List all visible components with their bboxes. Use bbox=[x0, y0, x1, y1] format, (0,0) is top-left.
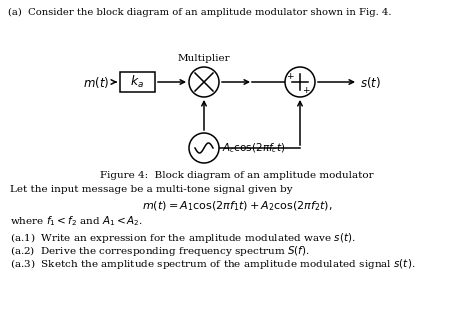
Text: Figure 4:  Block diagram of an amplitude modulator: Figure 4: Block diagram of an amplitude … bbox=[100, 171, 374, 180]
Text: (a.2)  Derive the corresponding frequency spectrum $S(f)$.: (a.2) Derive the corresponding frequency… bbox=[10, 244, 310, 258]
Text: +: + bbox=[302, 86, 310, 95]
Text: $k_a$: $k_a$ bbox=[130, 74, 145, 90]
FancyBboxPatch shape bbox=[120, 72, 155, 92]
Text: $m(t) = A_1 \cos(2\pi f_1 t) + A_2 \cos(2\pi f_2 t),$: $m(t) = A_1 \cos(2\pi f_1 t) + A_2 \cos(… bbox=[142, 199, 332, 213]
Text: Let the input message be a multi-tone signal given by: Let the input message be a multi-tone si… bbox=[10, 185, 292, 194]
Text: $A_c \cos(2\pi f_c t)$: $A_c \cos(2\pi f_c t)$ bbox=[222, 141, 285, 155]
Circle shape bbox=[285, 67, 315, 97]
Text: $s(t)$: $s(t)$ bbox=[360, 74, 381, 89]
Text: Multiplier: Multiplier bbox=[178, 54, 230, 63]
Text: (a)  Consider the block diagram of an amplitude modulator shown in Fig. 4.: (a) Consider the block diagram of an amp… bbox=[8, 8, 392, 17]
Circle shape bbox=[189, 67, 219, 97]
Text: +: + bbox=[286, 72, 293, 81]
Text: $m(t)$: $m(t)$ bbox=[83, 74, 109, 89]
Text: (a.1)  Write an expression for the amplitude modulated wave $s(t)$.: (a.1) Write an expression for the amplit… bbox=[10, 231, 356, 245]
Circle shape bbox=[189, 133, 219, 163]
Text: where $f_1 < f_2$ and $A_1 < A_2$.: where $f_1 < f_2$ and $A_1 < A_2$. bbox=[10, 214, 143, 228]
Text: (a.3)  Sketch the amplitude spectrum of the amplitude modulated signal $s(t)$.: (a.3) Sketch the amplitude spectrum of t… bbox=[10, 257, 415, 271]
